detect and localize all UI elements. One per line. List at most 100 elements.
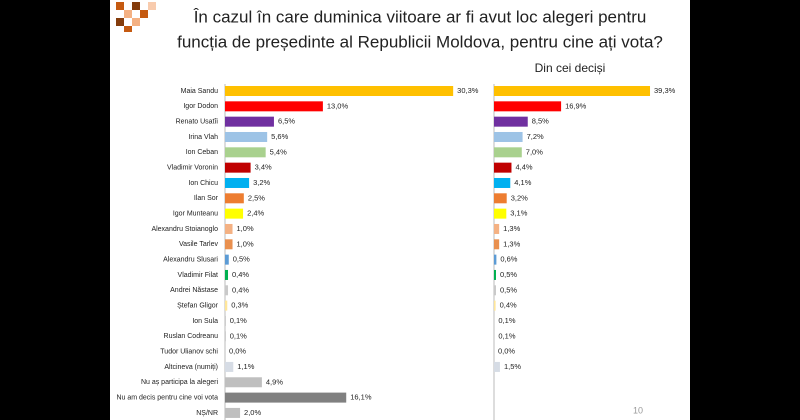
- category-label: Renato Usatîi: [176, 119, 219, 126]
- value-label: 0,5%: [500, 285, 517, 294]
- category-label: Altcineva (numiți): [164, 364, 218, 371]
- category-label: Nu aș participa la alegeri: [141, 379, 218, 386]
- category-label: Ion Ceban: [186, 149, 218, 156]
- bar: [225, 239, 233, 250]
- bar: [225, 193, 244, 204]
- title-line: funcția de președinte al Republicii Mold…: [177, 32, 663, 51]
- bar: [494, 131, 523, 142]
- value-label: 1,0%: [237, 224, 254, 233]
- value-label: 6,5%: [278, 117, 295, 126]
- bar: [494, 116, 528, 127]
- bar: [494, 147, 522, 158]
- category-label: Igor Dodon: [183, 103, 218, 110]
- value-label: 4,9%: [266, 377, 283, 386]
- value-label: 39,3%: [654, 86, 676, 95]
- category-label: Irina Vlah: [188, 134, 218, 141]
- value-label: 0,3%: [231, 301, 248, 310]
- value-label: 7,0%: [526, 147, 543, 156]
- value-label: 0,4%: [500, 301, 517, 310]
- bar: [494, 300, 496, 311]
- value-label: 0,1%: [498, 331, 515, 340]
- bar: [494, 269, 496, 280]
- category-label: Ion Sula: [192, 318, 218, 325]
- value-label: 1,3%: [503, 224, 520, 233]
- category-label: Vasile Tarlev: [179, 241, 219, 248]
- value-label: 5,4%: [270, 147, 287, 156]
- value-label: 4,4%: [515, 163, 532, 172]
- category-label: Igor Munteanu: [173, 210, 218, 217]
- bar: [225, 101, 323, 112]
- value-label: 8,5%: [532, 117, 549, 126]
- bar: [225, 377, 262, 388]
- value-label: 0,6%: [500, 255, 517, 264]
- bar: [225, 147, 266, 158]
- category-label: Andrei Năstase: [170, 287, 218, 294]
- category-label: NȘ/NR: [196, 410, 218, 417]
- bar: [225, 392, 347, 403]
- bar: [225, 131, 268, 142]
- category-label: Vladimir Voronin: [167, 164, 218, 171]
- bar: [225, 162, 251, 173]
- value-label: 1,0%: [237, 239, 254, 248]
- value-label: 0,1%: [498, 316, 515, 325]
- bar: [494, 285, 496, 296]
- page-number: 10: [633, 405, 643, 415]
- value-label: 0,4%: [232, 285, 249, 294]
- category-label: Nu am decis pentru cine voi vota: [116, 394, 218, 401]
- bar: [225, 254, 229, 265]
- bar: [494, 86, 651, 96]
- bar: [494, 177, 511, 188]
- bar: [494, 239, 500, 250]
- bar: [225, 177, 250, 188]
- value-label: 7,2%: [527, 132, 544, 141]
- bar: [494, 101, 562, 112]
- category-label: Maia Sandu: [181, 88, 218, 95]
- bar: [494, 254, 497, 265]
- category-label: Alexandru Slusari: [163, 256, 218, 263]
- bar: [225, 269, 229, 280]
- bar: [225, 407, 241, 418]
- value-label: 5,6%: [271, 132, 288, 141]
- category-label: Ștefan Gligor: [177, 302, 219, 309]
- bar: [494, 223, 500, 234]
- bar: [225, 300, 228, 311]
- bar: [494, 208, 507, 219]
- value-label: 3,2%: [511, 193, 528, 202]
- value-label: 1,1%: [237, 362, 254, 371]
- value-label: 16,1%: [350, 393, 372, 402]
- value-label: 0,4%: [232, 270, 249, 279]
- value-label: 3,1%: [510, 209, 527, 218]
- value-label: 0,5%: [500, 270, 517, 279]
- bar: [225, 331, 226, 342]
- category-label: Ruslan Codreanu: [164, 333, 219, 340]
- value-label: 2,4%: [247, 209, 264, 218]
- value-label: 2,5%: [248, 193, 265, 202]
- bar: [225, 86, 454, 96]
- slide-background: [110, 0, 690, 420]
- value-label: 1,3%: [503, 239, 520, 248]
- decoration: [116, 2, 156, 32]
- value-label: 0,0%: [229, 347, 246, 356]
- category-label: Tudor Ulianov schi: [160, 348, 218, 355]
- bar: [225, 285, 229, 296]
- bar: [225, 116, 274, 127]
- category-label: Ilan Sor: [194, 195, 219, 202]
- value-label: 3,2%: [253, 178, 270, 187]
- value-label: 4,1%: [514, 178, 531, 187]
- category-label: Ion Chicu: [188, 180, 218, 187]
- category-label: Alexandru Stoianoglo: [151, 226, 218, 233]
- category-label: Vladimir Filat: [178, 272, 219, 279]
- value-label: 1,5%: [504, 362, 521, 371]
- value-label: 16,9%: [565, 101, 587, 110]
- bar: [225, 223, 233, 234]
- value-label: 0,1%: [230, 316, 247, 325]
- title-line: În cazul în care duminica viitoare ar fi…: [193, 7, 647, 26]
- value-label: 0,1%: [230, 331, 247, 340]
- bar: [494, 361, 500, 372]
- bar: [225, 208, 244, 219]
- bar: [225, 361, 234, 372]
- value-label: 0,0%: [498, 347, 515, 356]
- bar: [494, 162, 512, 173]
- value-label: 2,0%: [244, 408, 261, 417]
